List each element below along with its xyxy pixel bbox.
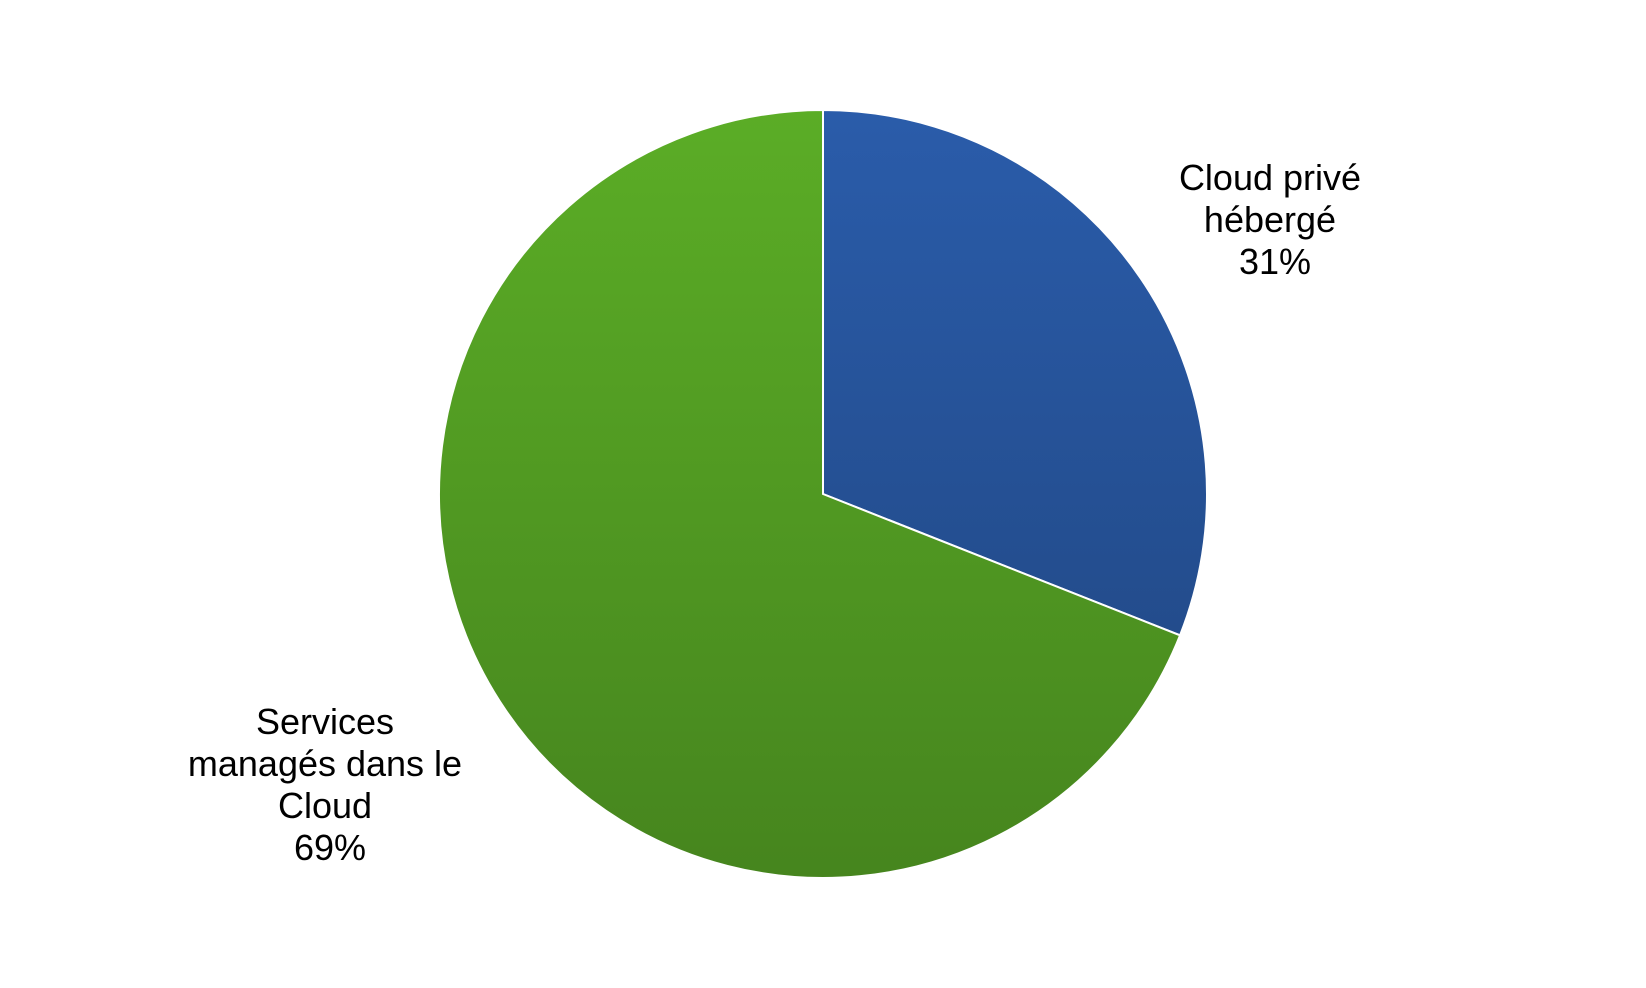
slice-label-services-manages: Services managés dans le Cloud 69%	[188, 701, 472, 868]
slice-label-cloud-prive: Cloud privé hébergé 31%	[1179, 157, 1371, 282]
pie-slice	[822, 108, 1208, 637]
slice-label-line: managés dans le	[188, 743, 462, 784]
slice-value-label: 31%	[1239, 241, 1311, 282]
pie-slice	[437, 108, 1182, 879]
slice-value-label: 69%	[294, 827, 366, 868]
slice-label-line: Cloud	[278, 785, 372, 826]
slice-label-line: hébergé	[1204, 199, 1336, 240]
slice-label-line: Services	[256, 701, 394, 742]
slice-label-line: Cloud privé	[1179, 157, 1361, 198]
